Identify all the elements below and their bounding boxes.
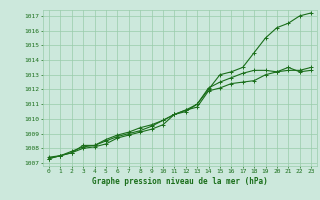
X-axis label: Graphe pression niveau de la mer (hPa): Graphe pression niveau de la mer (hPa) — [92, 177, 268, 186]
